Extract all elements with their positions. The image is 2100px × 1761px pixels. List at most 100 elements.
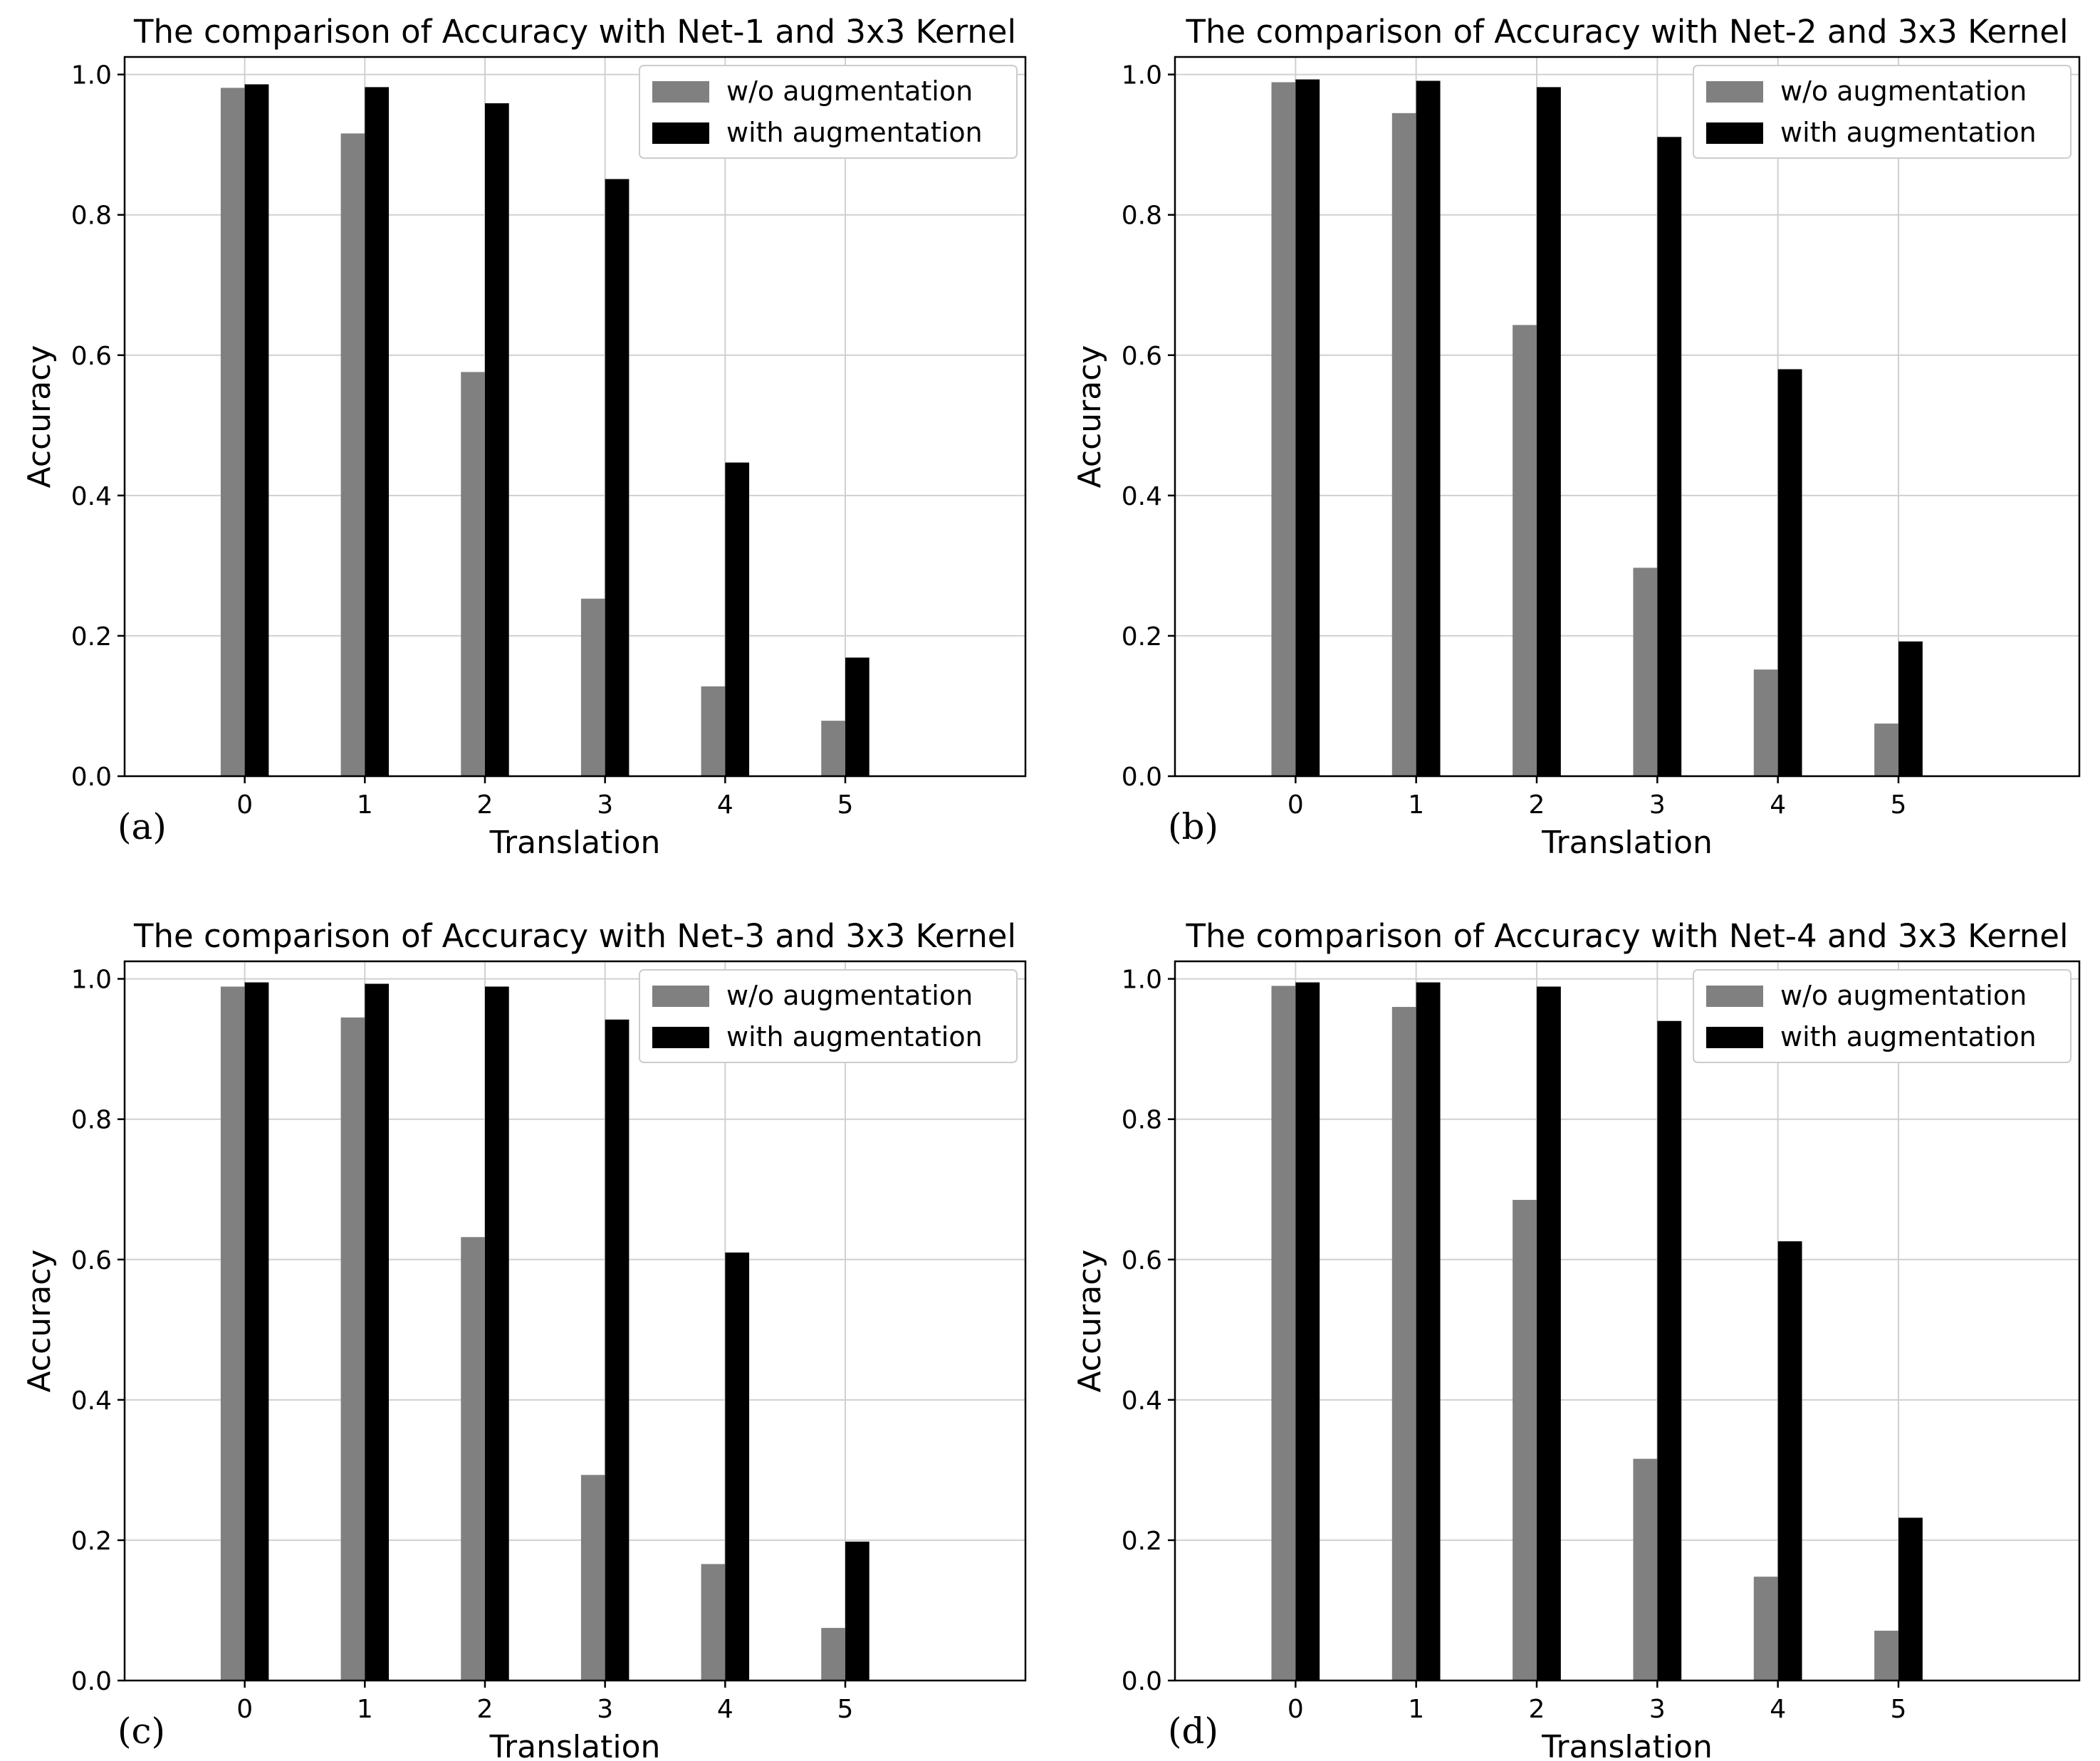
y-tick-label: 1.0 <box>71 61 112 90</box>
x-tick-label: 1 <box>1408 1695 1424 1724</box>
y-tick-label: 0.6 <box>71 1246 112 1275</box>
legend: w/o augmentation with augmentation <box>1693 969 2072 1063</box>
bar-without-augmentation-4 <box>701 1564 726 1681</box>
y-tick-label: 0.8 <box>1122 202 1162 231</box>
y-tick-label: 0.0 <box>1122 763 1162 792</box>
legend: w/o augmentation with augmentation <box>639 969 1018 1063</box>
bar-with-augmentation-0 <box>1295 79 1320 776</box>
x-tick-label: 5 <box>1891 790 1907 820</box>
chart-title: The comparison of Accuracy with Net-3 an… <box>133 917 1016 955</box>
x-tick-label: 2 <box>477 1695 493 1724</box>
legend-entry: w/o augmentation <box>726 980 973 1011</box>
chart-title: The comparison of Accuracy with Net-1 an… <box>133 13 1016 51</box>
bar-with-augmentation-5 <box>845 1541 869 1681</box>
panel-label: (b) <box>1168 806 1218 847</box>
bar-with-augmentation-4 <box>725 462 750 776</box>
plot-frame <box>1174 56 2081 778</box>
plot-frame <box>123 56 1027 778</box>
bar-with-augmentation-5 <box>1898 1517 1923 1681</box>
legend-swatch <box>1706 122 1763 144</box>
x-tick-label: 3 <box>1649 1695 1666 1724</box>
chart-panel-2: 0.0 0.2 0.4 0.6 0.8 1.0 0 1 2 3 4 5 The comparison o… <box>1072 13 2081 861</box>
y-tick-label: 0.6 <box>1122 1246 1162 1275</box>
y-axis-label: Accuracy <box>1072 345 1108 488</box>
y-tick-label: 0.6 <box>71 342 112 371</box>
bar-with-augmentation-1 <box>365 983 390 1681</box>
bar-with-augmentation-3 <box>605 179 630 776</box>
legend-swatch <box>1706 1027 1763 1048</box>
legend-entry: w/o augmentation <box>1780 75 2027 107</box>
chart-title: The comparison of Accuracy with Net-2 an… <box>1186 13 2069 51</box>
legend: w/o augmentation with augmentation <box>1693 65 2072 159</box>
x-tick-label: 2 <box>477 790 493 820</box>
y-tick-label: 1.0 <box>1122 61 1162 90</box>
bar-with-augmentation-3 <box>1657 137 1682 776</box>
x-tick-label: 2 <box>1529 790 1545 820</box>
y-axis-label: Accuracy <box>21 345 58 488</box>
x-tick-label: 1 <box>1408 790 1424 820</box>
x-tick-label: 5 <box>837 1695 854 1724</box>
panel-label: (a) <box>117 806 167 847</box>
x-tick-label: 4 <box>717 1695 733 1724</box>
bar-with-augmentation-4 <box>1777 1241 1802 1681</box>
bar-without-augmentation-4 <box>701 686 726 776</box>
bar-without-augmentation-2 <box>1513 325 1537 776</box>
x-axis-label: Translation <box>489 1729 661 1761</box>
y-tick-label: 0.2 <box>71 622 112 652</box>
bar-without-augmentation-2 <box>1513 1200 1537 1681</box>
bar-with-augmentation-3 <box>1657 1020 1682 1681</box>
x-tick-label: 0 <box>236 1695 253 1724</box>
y-tick-label: 0.8 <box>1122 1106 1162 1135</box>
legend-entry: with augmentation <box>726 1021 983 1052</box>
legend-entry: w/o augmentation <box>1780 980 2027 1011</box>
legend-box <box>639 969 1018 1063</box>
bar-with-augmentation-5 <box>1898 641 1923 776</box>
bar-without-augmentation-1 <box>340 133 365 776</box>
bar-without-augmentation-0 <box>220 986 245 1681</box>
bar-without-augmentation-3 <box>1633 1458 1658 1681</box>
x-tick-label: 1 <box>357 1695 373 1724</box>
bar-with-augmentation-3 <box>605 1019 630 1681</box>
chart-panel-3: 0.0 0.2 0.4 0.6 0.8 1.0 0 1 2 3 4 5 The comparison o… <box>21 917 1027 1761</box>
bar-with-augmentation-2 <box>1537 986 1561 1681</box>
y-tick-label: 0.2 <box>1122 1527 1162 1556</box>
y-tick-label: 0.0 <box>1122 1667 1162 1696</box>
legend-swatch <box>652 122 709 144</box>
x-tick-label: 4 <box>717 790 733 820</box>
x-axis-label: Translation <box>489 825 661 861</box>
legend-swatch <box>1706 81 1763 103</box>
legend-swatch <box>652 1027 709 1048</box>
y-tick-label: 0.0 <box>71 1667 112 1696</box>
y-tick-label: 0.6 <box>1122 342 1162 371</box>
bar-with-augmentation-1 <box>1416 982 1441 1681</box>
bar-without-augmentation-0 <box>220 88 245 777</box>
y-tick-label: 1.0 <box>1122 966 1162 995</box>
x-tick-label: 4 <box>1770 1695 1786 1724</box>
y-axis-label: Accuracy <box>1072 1250 1108 1393</box>
bar-with-augmentation-1 <box>1416 80 1441 776</box>
y-axis-label: Accuracy <box>21 1250 58 1393</box>
x-tick-label: 5 <box>837 790 854 820</box>
chart-title: The comparison of Accuracy with Net-4 an… <box>1186 917 2069 955</box>
legend-swatch <box>652 986 709 1007</box>
legend-box <box>639 65 1018 159</box>
bar-with-augmentation-2 <box>1537 87 1561 777</box>
bar-without-augmentation-0 <box>1271 82 1296 777</box>
legend-entry: with augmentation <box>1780 117 2037 148</box>
bar-without-augmentation-3 <box>580 1475 605 1681</box>
bar-without-augmentation-5 <box>821 721 845 776</box>
bar-without-augmentation-5 <box>821 1628 845 1681</box>
bar-with-augmentation-2 <box>485 103 509 776</box>
x-tick-label: 3 <box>1649 790 1666 820</box>
x-tick-label: 5 <box>1891 1695 1907 1724</box>
y-tick-label: 0.2 <box>71 1527 112 1556</box>
bar-with-augmentation-0 <box>1295 982 1320 1681</box>
panel-label: (c) <box>117 1710 165 1752</box>
bar-with-augmentation-1 <box>365 87 390 777</box>
x-tick-label: 4 <box>1770 790 1786 820</box>
x-tick-label: 0 <box>1287 1695 1304 1724</box>
x-tick-label: 3 <box>597 790 613 820</box>
y-tick-label: 0.8 <box>71 1106 112 1135</box>
legend-entry: w/o augmentation <box>726 75 973 107</box>
bar-without-augmentation-3 <box>580 598 605 776</box>
